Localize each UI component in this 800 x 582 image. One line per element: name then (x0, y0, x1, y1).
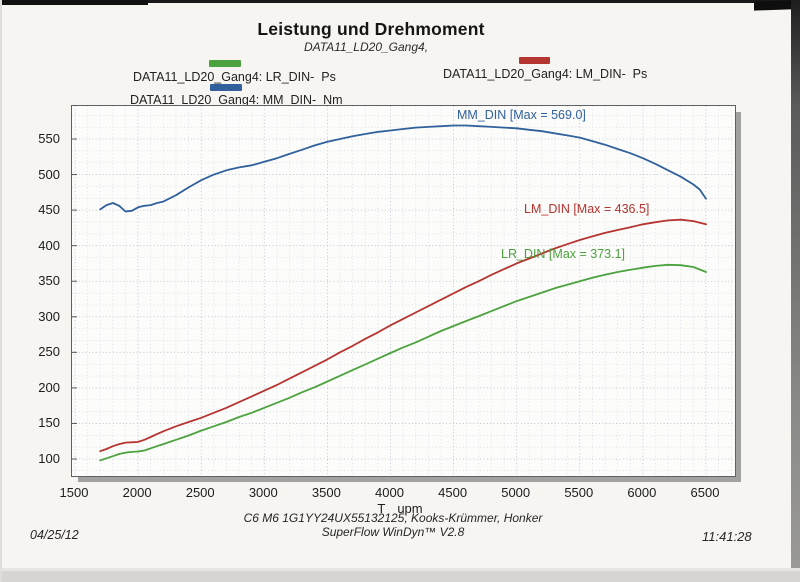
x-tick-label: 4000 (375, 485, 404, 500)
x-axis-unit: upm (397, 501, 423, 516)
scan-left-edge (0, 0, 2, 582)
curve-lr-din (99, 263, 707, 462)
plot-area (71, 105, 736, 477)
y-tick-label: 250 (38, 344, 60, 360)
annotation-lm-din-max: LM_DIN [Max = 436.5] (524, 202, 650, 216)
x-tick-label: 6500 (690, 485, 720, 500)
page-title: Leistung und Drehmoment (0, 19, 742, 40)
y-tick-label: 150 (38, 415, 60, 431)
x-tick-label: 2500 (185, 485, 215, 500)
legend-swatch-lr-din (209, 60, 241, 67)
y-tick-label: 300 (38, 308, 60, 324)
scan-bottom-edge (0, 571, 800, 582)
scan-right-edge (791, 0, 800, 582)
y-tick-label: 350 (38, 273, 60, 289)
curve-mm-din (99, 124, 707, 213)
legend-label-lr-din: DATA11_LD20_Gang4: LR_DIN- Ps (133, 70, 336, 84)
curve-lm-din (99, 218, 707, 453)
x-tick-label: 1500 (59, 485, 89, 500)
y-tick-label: 100 (38, 451, 60, 466)
footer-date: 04/25/12 (30, 528, 79, 542)
annotation-lr-din-max: LR_DIN [Max = 373.1] (501, 247, 626, 261)
y-tick-label: 500 (38, 166, 60, 182)
footer-time: 11:41:28 (702, 529, 752, 544)
y-tick-label: 200 (38, 379, 60, 395)
x-axis-unit-prefix: T (377, 501, 386, 516)
legend-label-mm-din: DATA11_LD20_Gang4: MM_DIN- Nm (130, 93, 343, 107)
x-tick-label: 5000 (501, 485, 531, 500)
y-tick-label: 400 (38, 237, 60, 253)
y-tick-label: 550 (38, 131, 60, 146)
x-tick-label: 3000 (248, 485, 278, 500)
scan-bottom-shadow (0, 568, 800, 571)
legend-swatch-mm-din (210, 84, 242, 91)
chart-svg (72, 106, 735, 476)
y-tick-label: 450 (38, 202, 60, 218)
annotation-mm-din-max: MM_DIN [Max = 569.0] (457, 108, 586, 122)
legend-swatch-lm-din (519, 57, 550, 64)
chart-title: Leistung und Drehmoment (257, 19, 485, 39)
scan-top-edge-dark (0, 0, 148, 5)
x-tick-label: 5500 (564, 485, 594, 500)
x-tick-label: 2000 (122, 485, 152, 500)
x-tick-label: 4500 (438, 485, 468, 500)
footer-software-version: SuperFlow WinDyn™ V2.8 (321, 525, 465, 539)
legend-label-lm-din: DATA11_LD20_Gang4: LM_DIN- Ps (443, 67, 648, 81)
x-tick-label: 3500 (311, 485, 341, 500)
footer-vehicle-info: C6 M6 1G1YY24UX55132125, Kooks-Krümmer, … (243, 511, 543, 525)
page-subtitle: DATA11_LD20_Gang4, (0, 38, 732, 56)
x-tick-label: 6000 (627, 485, 657, 500)
chart-subtitle: DATA11_LD20_Gang4, (303, 40, 429, 54)
scan-top-edge (0, 0, 800, 3)
